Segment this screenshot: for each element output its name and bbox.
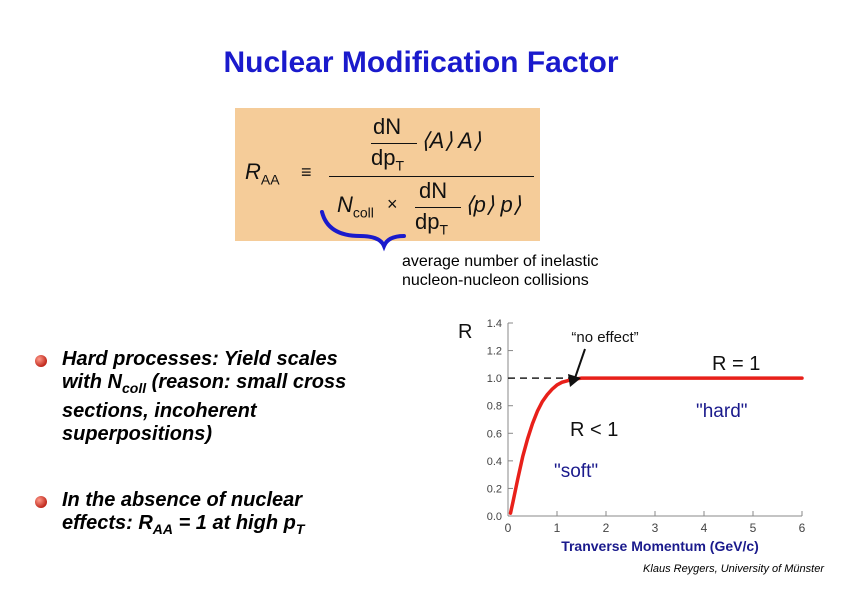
y-tick-label: 0.0	[487, 511, 502, 523]
x-tick-label: 2	[603, 521, 610, 535]
credit-line: Klaus Reygers, University of Münster	[643, 563, 824, 575]
denominator-dn: dN	[419, 178, 448, 203]
raa-symbol: RAA	[245, 159, 280, 188]
ncoll-annotation: average number of inelastic nucleon-nucl…	[402, 252, 599, 290]
numerator-dpt: dpT	[371, 145, 405, 174]
annotation-no-effect: “no effect”	[571, 329, 638, 346]
chart-axes	[507, 323, 802, 517]
inner-fraction-bar-bottom	[415, 207, 461, 208]
annotation-line-2: nucleon-nucleon collisions	[402, 272, 589, 289]
page-title: Nuclear Modification Factor	[223, 46, 619, 79]
x-tick-label: 3	[652, 521, 659, 535]
raa-curve	[508, 376, 804, 515]
bullet-no-nuclear-effects: In the absence of nuclear effects: RAA =…	[62, 489, 305, 537]
x-tick-label: 6	[799, 521, 806, 535]
y-tick-label: 0.6	[487, 428, 502, 440]
main-fraction-bar	[329, 176, 534, 177]
bullet-icon	[35, 496, 47, 508]
ncoll-symbol: Ncoll	[337, 192, 374, 221]
no-effect-arrow	[568, 348, 586, 387]
equals-symbol: ≡	[301, 162, 312, 182]
y-axis-label: R	[458, 321, 472, 343]
annotation-r-less-1: R < 1	[570, 419, 618, 441]
numerator-aa: ⟨A⟩ A⟩	[421, 128, 482, 153]
formula-box: RAA ≡ dN dpT ⟨A⟩ A⟩ Ncoll × dN dpT ⟨p⟩ p…	[235, 108, 540, 241]
y-tick-label: 1.2	[487, 346, 502, 358]
x-tick-label: 0	[505, 521, 512, 535]
bullet-icon	[35, 355, 47, 367]
x-tick-label: 1	[554, 521, 561, 535]
y-tick-label: 1.0	[487, 373, 502, 385]
numerator-dn: dN	[373, 114, 402, 139]
times-symbol: ×	[387, 194, 398, 214]
chart-ticks: 0.0 0.2 0.4 0.6 0.8 1.0 1.2 1.4 0 1 2 3 4 5 6	[487, 318, 806, 535]
raa-chart: R Tranverse Momentum (GeV/c) 0.00.20.40.…	[458, 318, 806, 554]
y-tick-label: 0.2	[487, 483, 502, 495]
x-tick-label: 4	[701, 521, 708, 535]
denominator-dpt: dpT	[415, 209, 449, 238]
denominator-pp: ⟨p⟩ p⟩	[465, 192, 522, 217]
annotation-r-equals-1: R = 1	[712, 353, 760, 375]
annotation-hard: "hard"	[696, 401, 748, 422]
bullet-hard-processes: Hard processes: Yield scales with Ncoll …	[62, 348, 347, 445]
annotation-soft: "soft"	[554, 461, 598, 482]
inner-fraction-bar-top	[371, 143, 417, 144]
y-tick-label: 1.4	[487, 318, 502, 330]
y-tick-label: 0.4	[487, 456, 502, 468]
x-axis-label: Tranverse Momentum (GeV/c)	[561, 538, 759, 554]
y-tick-label: 0.8	[487, 401, 502, 413]
annotation-line-1: average number of inelastic	[402, 253, 599, 270]
x-tick-label: 5	[750, 521, 757, 535]
